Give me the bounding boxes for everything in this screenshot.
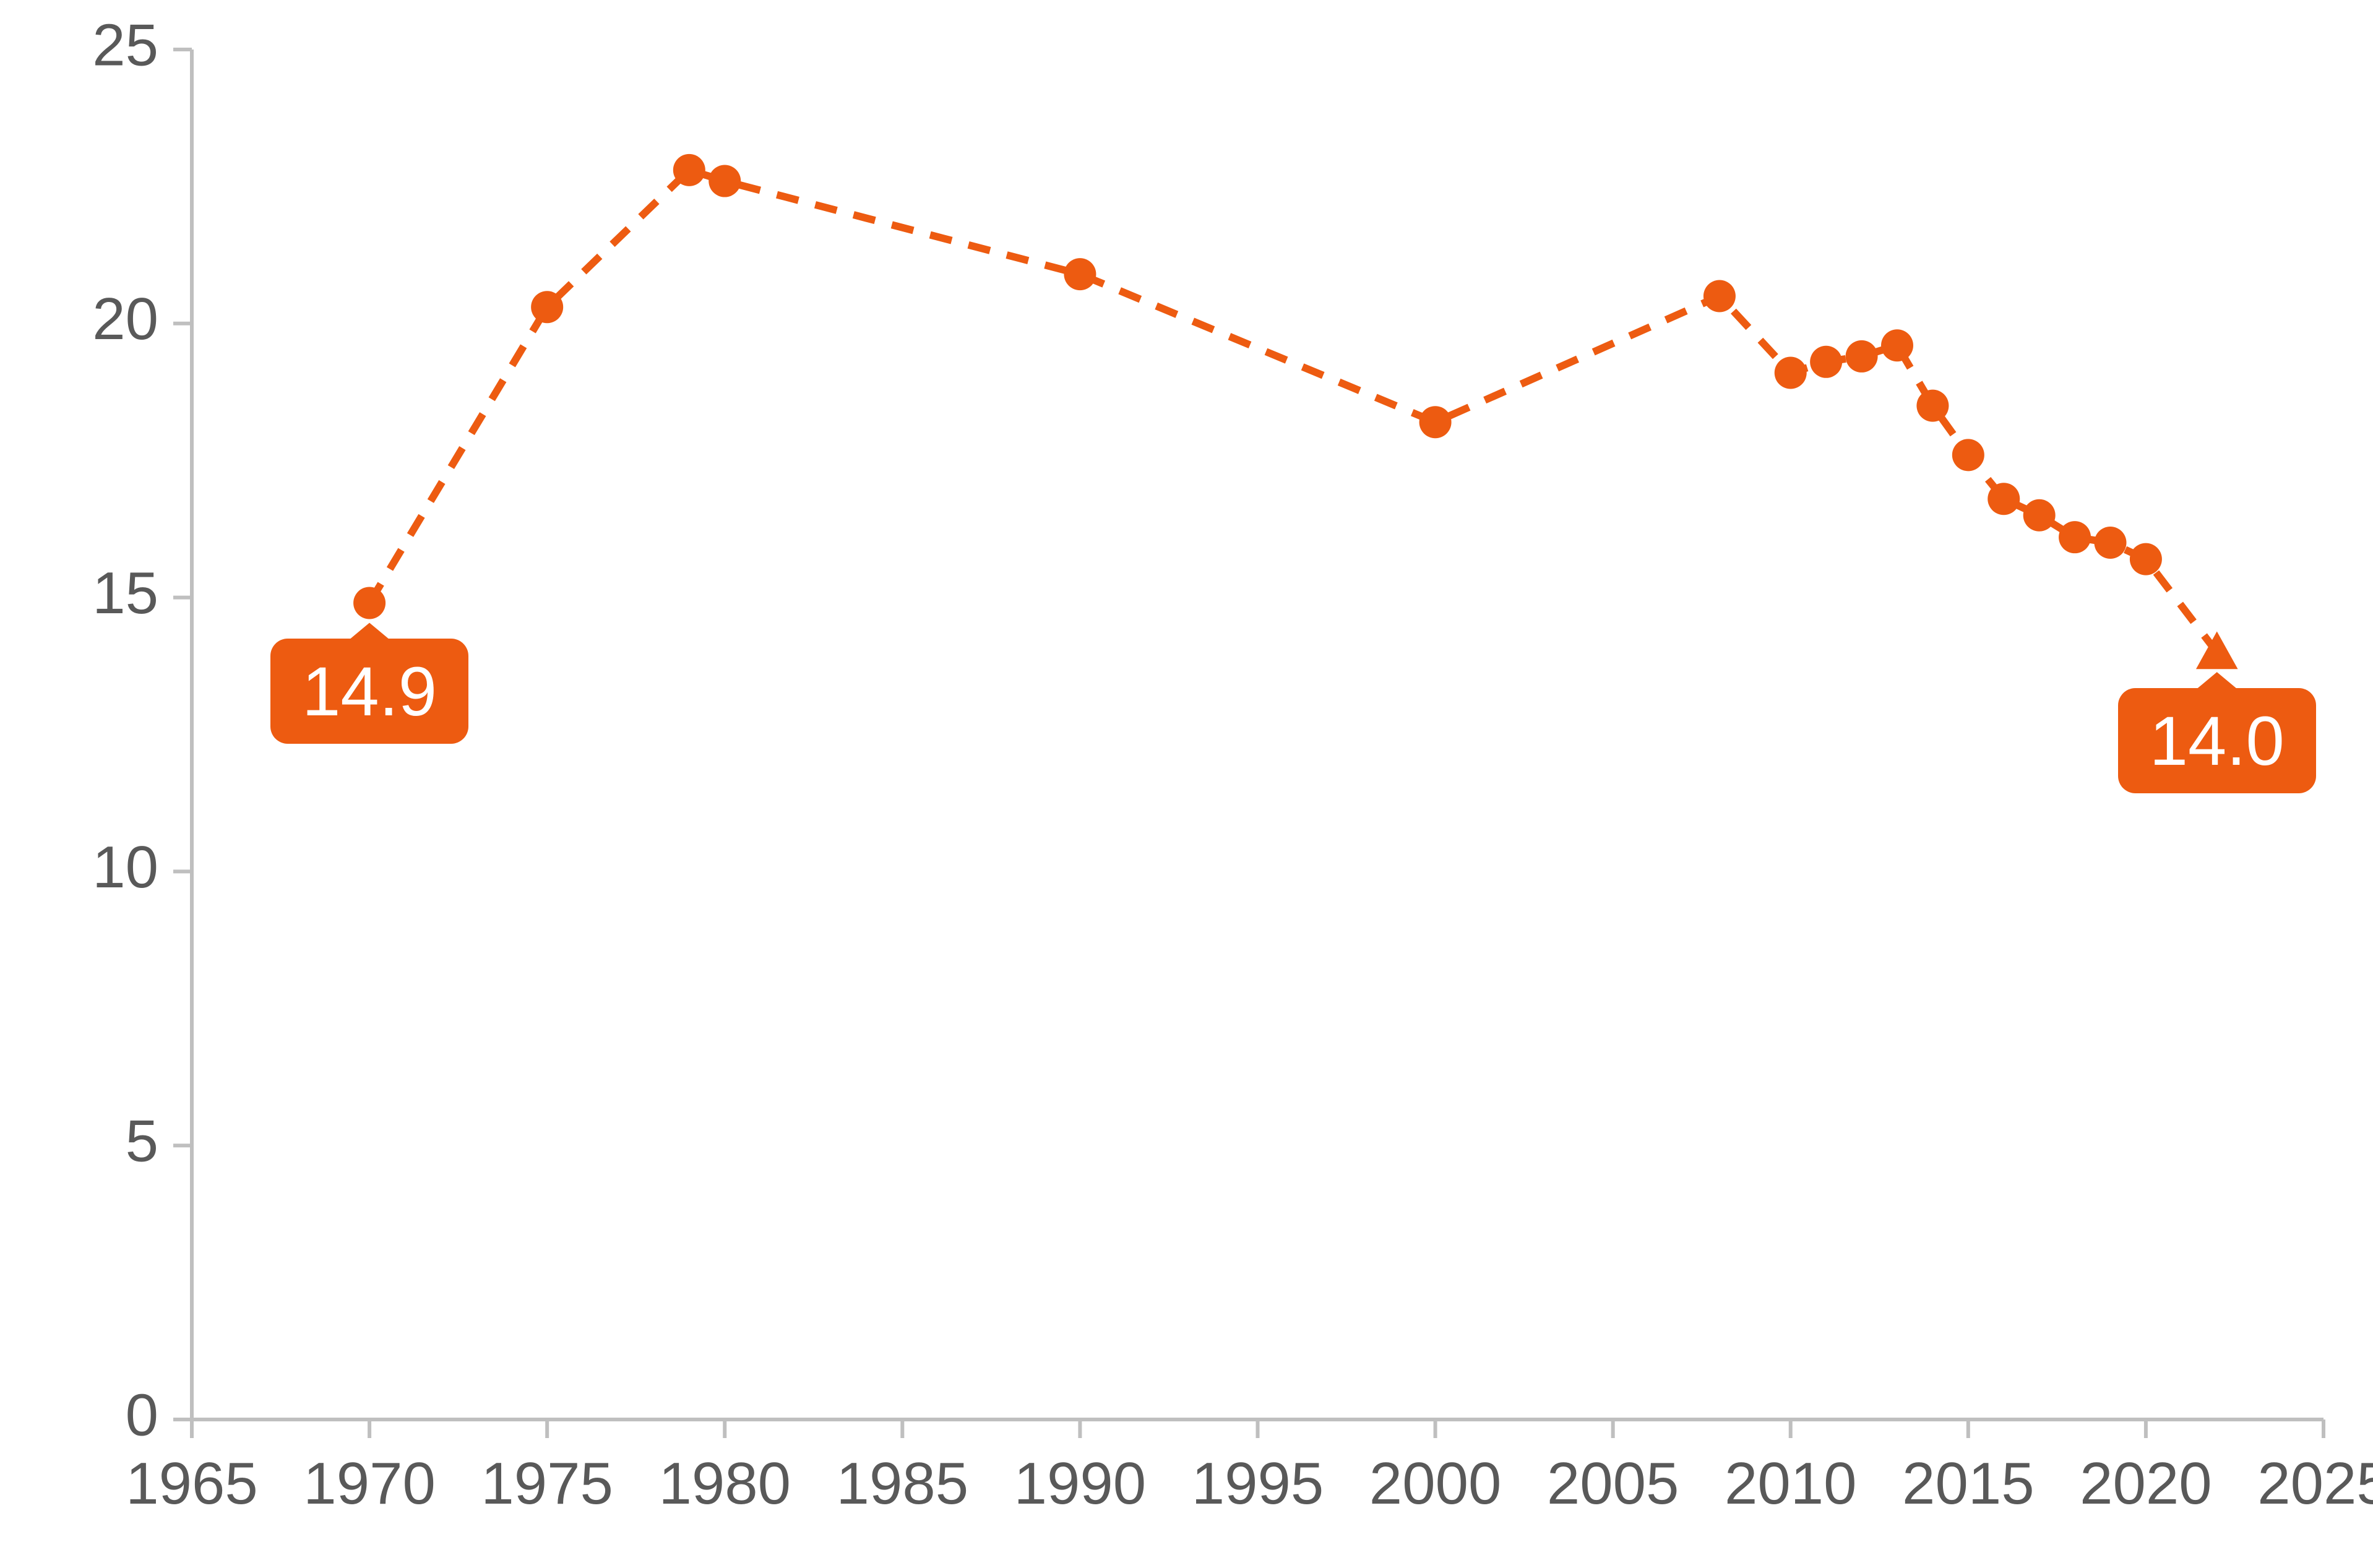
data-point <box>1064 258 1096 290</box>
x-tick-label: 1985 <box>837 1450 969 1517</box>
x-tick-label: 2005 <box>1547 1450 1679 1517</box>
data-point <box>1916 390 1949 422</box>
y-tick-label: 5 <box>126 1108 158 1174</box>
callout-label: 14.0 <box>2150 701 2285 781</box>
data-point <box>531 291 563 323</box>
data-point <box>353 587 385 619</box>
callout-box: 14.9 <box>270 639 468 744</box>
x-tick-label: 2010 <box>1725 1450 1857 1517</box>
data-point <box>1952 439 1984 471</box>
y-tick-label: 0 <box>126 1382 158 1448</box>
x-tick-label: 1995 <box>1192 1450 1324 1517</box>
x-tick-label: 1980 <box>658 1450 791 1517</box>
data-point <box>1419 406 1452 438</box>
line-chart: 0510152025196519701975198019851990199520… <box>0 0 2373 1568</box>
x-tick-label: 1990 <box>1014 1450 1147 1517</box>
data-point <box>1703 280 1736 312</box>
data-point <box>1810 346 1842 378</box>
data-point <box>708 165 741 197</box>
y-tick-label: 10 <box>92 834 158 900</box>
data-point <box>1881 329 1913 361</box>
data-point <box>1775 357 1807 389</box>
callout-label: 14.9 <box>302 652 437 731</box>
data-point <box>2130 543 2162 575</box>
data-point <box>673 154 705 186</box>
y-tick-label: 25 <box>92 12 158 78</box>
x-tick-label: 2025 <box>2257 1450 2373 1517</box>
x-tick-label: 2020 <box>2080 1450 2212 1517</box>
x-tick-label: 1965 <box>126 1450 258 1517</box>
x-tick-label: 2000 <box>1369 1450 1502 1517</box>
x-tick-label: 2015 <box>1902 1450 2035 1517</box>
y-tick-label: 15 <box>92 560 158 626</box>
data-point <box>2023 499 2056 532</box>
chart-container: 0510152025196519701975198019851990199520… <box>0 0 2373 1568</box>
data-point <box>2095 527 2127 559</box>
data-point <box>1988 483 2020 515</box>
x-tick-label: 1975 <box>481 1450 613 1517</box>
data-point <box>1846 340 1878 373</box>
y-tick-label: 20 <box>92 286 158 352</box>
callout-box: 14.0 <box>2118 688 2316 793</box>
x-tick-label: 1970 <box>303 1450 436 1517</box>
data-point <box>2059 521 2091 553</box>
